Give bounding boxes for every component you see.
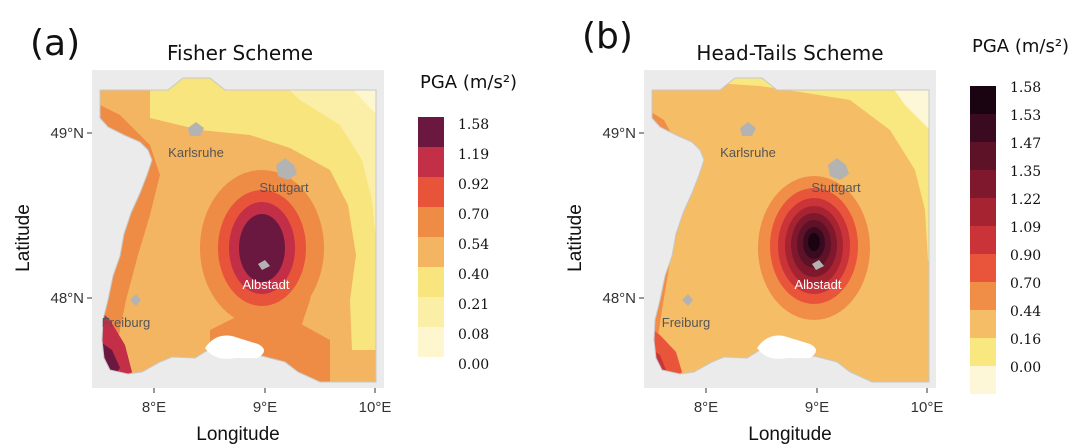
legend-label: 0.40 [458, 267, 489, 283]
city-marker-karlsruhe-b [740, 122, 756, 136]
x-axis-b: 8°E 9°E 10°E [694, 388, 944, 416]
legend-label: 0.54 [458, 237, 489, 253]
y-axis-b: 49°N 48°N [602, 125, 644, 307]
lake-b [757, 335, 816, 359]
x-tick-label-b-8: 8°E [694, 399, 718, 416]
legend-swatch [970, 338, 996, 366]
legend-label: 1.53 [1010, 108, 1041, 124]
legend-swatch [970, 282, 996, 310]
legend-swatch [970, 170, 996, 198]
legend-swatch [418, 177, 444, 207]
legend-label: 0.16 [1010, 332, 1041, 348]
legend-swatch [970, 86, 996, 114]
legend-swatch [970, 198, 996, 226]
pga-surface-b [652, 78, 929, 382]
legend-swatch [970, 226, 996, 254]
legend-swatch [418, 267, 444, 297]
pga-surface-a [100, 78, 376, 382]
city-label-freiburg-a: Freiburg [102, 315, 150, 330]
x-tick-label-a-10: 10°E [359, 399, 392, 416]
legend-swatch [418, 117, 444, 147]
legend-swatch [970, 114, 996, 142]
lake-a [205, 335, 264, 359]
legend-a: 1.58 1.19 0.92 0.70 0.54 0.40 0.21 0.08 0.00 [418, 117, 489, 373]
panel-title-a: Fisher Scheme [167, 41, 313, 65]
x-tick-label-b-10: 10°E [911, 399, 944, 416]
panel-label-a: (a) [30, 23, 80, 64]
legend-swatch [970, 310, 996, 338]
legend-label: 0.70 [1010, 276, 1041, 292]
legend-swatch [418, 207, 444, 237]
city-marker-freiburg-b [682, 294, 693, 306]
city-marker-stuttgart-a [276, 158, 297, 180]
legend-label: 0.08 [458, 327, 489, 343]
city-label-karlsruhe-a: Karlsruhe [168, 145, 224, 160]
legend-label: 1.35 [1010, 164, 1041, 180]
x-tick-label-b-9: 9°E [805, 399, 829, 416]
legend-label: 1.58 [458, 117, 489, 133]
city-label-albstadt-b: Albstadt [795, 277, 842, 292]
legend-label: 1.22 [1010, 192, 1041, 208]
y-axis-title-b: Latitude [565, 204, 586, 272]
city-marker-karlsruhe-a [188, 122, 204, 136]
legend-label: 0.90 [1010, 248, 1041, 264]
city-label-stuttgart-b: Stuttgart [811, 180, 861, 195]
legend-swatch [970, 254, 996, 282]
x-axis-title-a: Longitude [196, 424, 279, 445]
y-tick-label-b-49: 49°N [602, 125, 636, 142]
legend-swatch [418, 297, 444, 327]
y-tick-label-a-48: 48°N [50, 290, 84, 307]
legend-swatch [970, 142, 996, 170]
y-tick-label-a-49: 49°N [50, 125, 84, 142]
city-label-stuttgart-a: Stuttgart [259, 180, 309, 195]
map-panel-fisher: (a) Fisher Scheme [13, 23, 517, 445]
legend-swatch [970, 366, 996, 394]
legend-label: 0.21 [458, 297, 489, 313]
city-marker-albstadt-b [812, 260, 824, 270]
city-marker-stuttgart-b [828, 158, 849, 180]
panel-title-b: Head-Tails Scheme [696, 41, 883, 65]
legend-label: 1.09 [1010, 220, 1041, 236]
x-tick-label-a-8: 8°E [142, 399, 166, 416]
y-axis-title-a: Latitude [13, 204, 34, 272]
legend-swatch [418, 327, 444, 357]
city-label-albstadt-a: Albstadt [243, 277, 290, 292]
x-tick-label-a-9: 9°E [253, 399, 277, 416]
x-axis-title-b: Longitude [748, 424, 831, 445]
city-marker-freiburg-a [130, 294, 141, 306]
map-panel-head-tails: (b) Head-Tails Scheme Karlsruh [565, 16, 1069, 445]
city-label-karlsruhe-b: Karlsruhe [720, 145, 776, 160]
legend-title-b: PGA (m/s²) [972, 36, 1069, 57]
y-axis-a: 49°N 48°N [50, 125, 92, 307]
legend-title-a: PGA (m/s²) [420, 72, 517, 93]
legend-label: 1.19 [458, 147, 489, 163]
x-axis-a: 8°E 9°E 10°E [142, 388, 392, 416]
y-tick-label-b-48: 48°N [602, 290, 636, 307]
city-label-freiburg-b: Freiburg [662, 315, 710, 330]
legend-swatch [418, 147, 444, 177]
panel-label-b: (b) [582, 16, 633, 57]
legend-label: 1.47 [1010, 136, 1041, 152]
legend-label: 0.00 [458, 357, 489, 373]
legend-label: 1.58 [1010, 80, 1041, 96]
legend-swatch [418, 237, 444, 267]
legend-label: 0.92 [458, 177, 489, 193]
city-marker-albstadt-a [258, 260, 270, 270]
legend-label: 0.00 [1010, 360, 1041, 376]
legend-label: 0.44 [1010, 304, 1041, 320]
legend-b: 1.58 1.53 1.47 1.35 1.22 1.09 0.90 0.70 0.44 0.16… [970, 80, 1041, 394]
legend-label: 0.70 [458, 207, 489, 223]
